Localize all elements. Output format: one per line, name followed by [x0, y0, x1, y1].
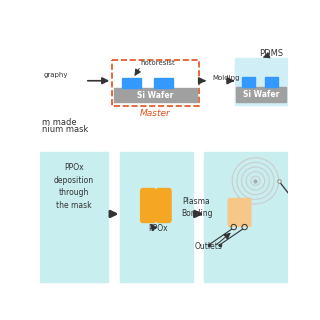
Bar — [40, 152, 108, 282]
Text: hotoresist: hotoresist — [141, 60, 175, 66]
Bar — [242, 77, 255, 87]
Text: Molding: Molding — [212, 75, 240, 81]
Text: PDMS: PDMS — [259, 49, 283, 58]
Bar — [120, 152, 194, 282]
Text: PPOx
deposition
through
the mask: PPOx deposition through the mask — [54, 163, 94, 210]
FancyBboxPatch shape — [228, 198, 241, 227]
FancyBboxPatch shape — [238, 198, 252, 227]
Text: Master: Master — [140, 108, 171, 117]
FancyBboxPatch shape — [156, 188, 172, 223]
Text: PPOx: PPOx — [148, 224, 168, 233]
Bar — [235, 59, 287, 105]
Text: nium mask: nium mask — [42, 125, 89, 134]
Text: Outlets: Outlets — [195, 242, 223, 252]
Text: graphy: graphy — [43, 72, 68, 78]
Bar — [236, 87, 286, 101]
Bar — [112, 60, 199, 106]
Text: Plasma
Bonding: Plasma Bonding — [181, 197, 212, 218]
Bar — [115, 88, 196, 102]
FancyBboxPatch shape — [140, 188, 156, 223]
Bar — [265, 77, 278, 87]
Bar — [154, 78, 172, 88]
Bar — [204, 152, 288, 282]
Text: Si Wafer: Si Wafer — [137, 91, 174, 100]
Bar — [122, 78, 141, 88]
Text: Si Wafer: Si Wafer — [243, 90, 279, 99]
Text: m made: m made — [42, 118, 77, 127]
